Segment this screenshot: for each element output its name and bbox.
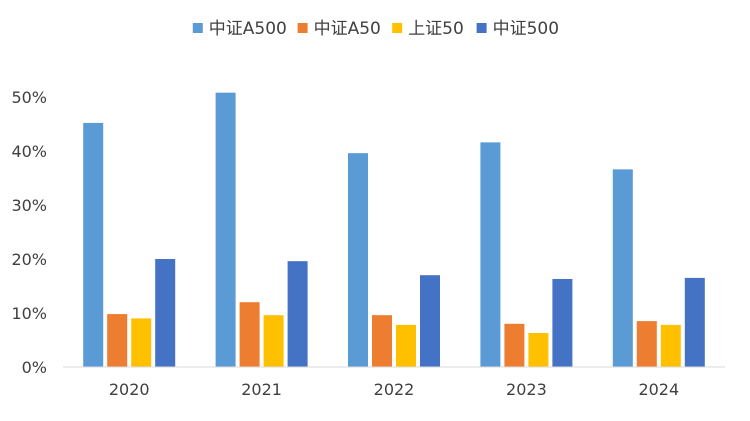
bar [552, 278, 573, 367]
legend-swatch [392, 23, 403, 33]
y-tick-label: 0% [22, 358, 47, 377]
bars [83, 92, 705, 368]
bar [504, 323, 525, 367]
bar [287, 261, 308, 367]
x-tick-label: 2023 [506, 380, 547, 399]
y-tick-label: 10% [11, 304, 47, 323]
bar [131, 318, 152, 367]
y-axis: 0% 10% 20% 30% 40% 50% [11, 88, 47, 377]
bar [420, 275, 440, 367]
bar [107, 314, 128, 367]
bar [684, 277, 705, 367]
bar [612, 169, 633, 367]
legend-label: 上证50 [408, 19, 464, 39]
legend-swatch [297, 23, 308, 33]
bar [239, 302, 260, 367]
bar [636, 321, 657, 367]
y-tick-label: 50% [11, 88, 47, 107]
y-tick-label: 30% [11, 196, 47, 215]
bar [372, 315, 392, 367]
bar [396, 324, 416, 367]
x-tick-label: 2020 [109, 380, 150, 399]
legend-label: 中证A500 [209, 19, 287, 39]
bar [348, 153, 368, 367]
x-tick-label: 2021 [241, 380, 282, 399]
bar [155, 259, 176, 367]
bar [528, 332, 549, 367]
y-tick-label: 40% [11, 142, 47, 161]
x-tick-label: 2024 [638, 380, 679, 399]
bar [660, 324, 681, 367]
legend-swatch [476, 23, 487, 33]
legend-swatch [192, 23, 203, 33]
bar [480, 142, 501, 367]
legend: 中证A500 中证A50 上证50 中证500 [192, 19, 559, 39]
bar [83, 122, 104, 367]
bar [263, 315, 284, 367]
legend-label: 中证A50 [314, 19, 381, 39]
y-tick-label: 20% [11, 250, 47, 269]
legend-label: 中证500 [493, 19, 559, 39]
x-axis: 2020 2021 2022 2023 2024 [109, 380, 679, 399]
bar [215, 92, 236, 368]
x-tick-label: 2022 [374, 380, 415, 399]
